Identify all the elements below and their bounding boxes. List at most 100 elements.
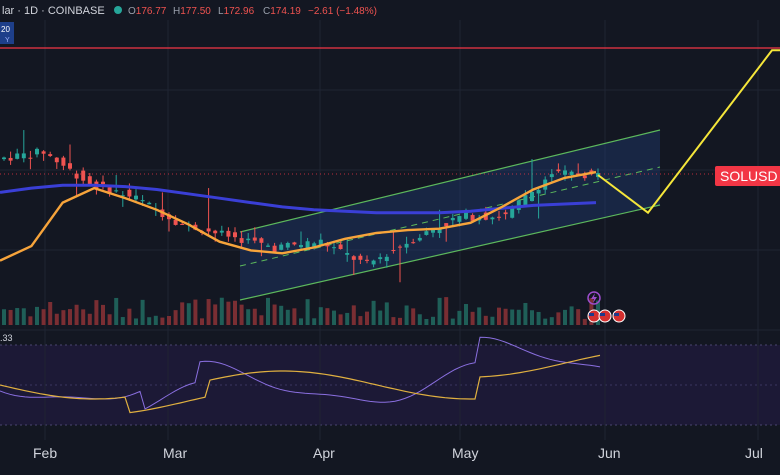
x-tick-label: Apr [313,445,335,461]
volume-bar [444,297,449,325]
candle-body [8,157,13,161]
volume-bar [54,313,59,325]
volume-bar [411,308,416,325]
volume-bar [563,309,567,325]
price-tag-background [715,166,780,186]
volume-bar [180,302,185,325]
volume-bar [371,300,376,325]
volume-bar [503,308,508,325]
volume-bar [431,316,435,325]
volume-bar [35,306,39,325]
channel-fill [240,130,660,300]
badge-value: 20 [1,25,10,34]
volume-bars [2,297,600,325]
symbol-header[interactable]: lar · 1D · COINBASE O176.77 H177.50 L172… [0,0,380,20]
volume-bar [292,308,297,325]
volume-bar [173,310,178,325]
volume-bar [2,309,6,325]
volume-bar [41,309,46,325]
candle-body [120,195,125,197]
candle-body [305,241,310,249]
volume-bar [127,308,132,325]
volume-bar [153,315,158,325]
candle-body [114,190,119,192]
candle-body [549,174,554,178]
candle-body [35,148,39,155]
candle-body [107,187,112,195]
volume-bar [312,318,317,325]
candle-body [312,243,317,247]
candle-body [134,195,138,200]
volume-bar [246,309,251,325]
ascending-channel[interactable] [239,129,661,301]
volume-bar [470,311,475,325]
volume-bar [107,314,112,325]
candle-body [2,157,6,160]
flag-canton [614,313,619,316]
lightning-event-icon[interactable] [587,291,601,305]
candle-body [21,153,26,159]
symbol-title: lar · 1D · COINBASE [2,5,105,17]
volume-bar [160,317,165,325]
volume-bar [450,318,455,325]
volume-bar [259,315,264,325]
ohlc-high: H177.50 [173,6,211,17]
candle-body [285,242,290,248]
volume-bar [61,310,66,325]
candle-body [384,256,389,262]
candle-body [239,238,244,243]
rsi-value-label: .33 [0,333,13,343]
x-axis: Feb Mar Apr May Jun Jul [33,445,763,461]
volume-bar [15,308,20,325]
candle-body [398,246,402,248]
candle-body [140,200,145,202]
x-tick-label: May [452,445,478,461]
volume-bar [582,318,587,325]
candle-body [259,238,264,243]
projection-path[interactable] [597,49,780,215]
x-tick-label: Jun [598,445,621,461]
volume-bar [404,305,409,325]
candle-body [41,151,46,154]
candle-body [431,229,435,233]
candle-body [404,243,409,248]
volume-bar [398,317,402,325]
candle-body [497,216,501,218]
candle-body [391,250,396,252]
candle-body [266,245,270,247]
volume-bar [114,297,119,325]
volume-bar [464,304,468,325]
candle-body [437,228,442,234]
volume-bar [576,309,581,325]
badge-unit: Y [5,37,10,44]
candle-body [351,256,356,260]
candle-body [127,189,132,197]
volume-bar [437,297,442,325]
volume-bar [74,304,79,325]
candle-body [74,173,79,179]
candle-body [582,175,587,179]
indicator-badge[interactable]: 20 Y [0,22,14,44]
candle-body [503,212,508,215]
volume-bar [28,316,33,325]
grid-lines [0,20,780,440]
x-tick-label: Mar [163,445,187,461]
ohlc-low: L172.96 [218,6,255,17]
price-tag[interactable]: SOLUSD [715,166,780,186]
volume-bar [272,304,277,325]
badge-background [0,22,14,44]
candle-body [424,231,429,235]
channel-lower-line [239,204,661,301]
candle-body [87,176,92,185]
candle-body [246,238,251,241]
event-markers[interactable] [587,291,626,323]
ma-fast-line[interactable] [0,170,597,262]
volume-bar [530,310,534,325]
candle-body [563,170,567,175]
candle-body [147,202,152,205]
lightning-glyph [591,293,597,303]
candle-body [233,232,237,238]
candle-body [28,157,33,159]
